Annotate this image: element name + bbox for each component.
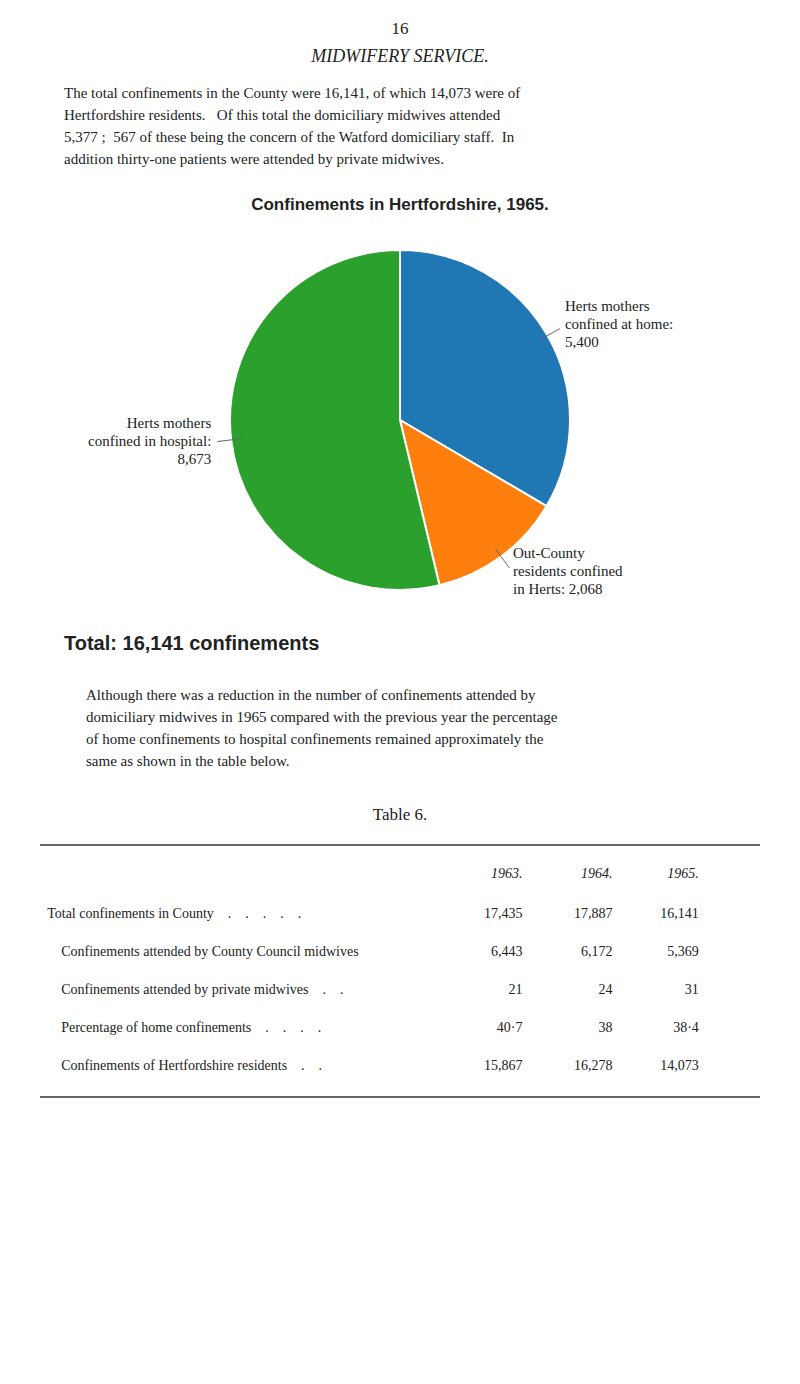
pie — [230, 250, 570, 590]
slice-label-line: confined at home: — [565, 316, 673, 332]
table-cell: 5,369 — [667, 944, 699, 959]
page-number-line: 16 — [392, 19, 409, 38]
body-text-line: of home confinements to hospital confine… — [86, 731, 544, 747]
leader-line — [495, 549, 509, 568]
slice-label-line: Herts mothers — [127, 415, 212, 431]
slice-label: Herts mothers confined in hospital: 8,673 — [88, 415, 211, 467]
page: 16 MIDWIFERY SERVICE. The total confinemen… — [0, 0, 800, 1384]
table-header: 1965. — [667, 866, 699, 881]
slice-label-line: Herts mothers — [565, 298, 650, 314]
table-cell: 38 — [598, 1020, 612, 1035]
page-number: 16 — [392, 19, 409, 38]
intro-text-line: 5,377 ; 567 of these being the concern o… — [64, 129, 515, 145]
slice-label: Herts mothers confined at home: 5,400 — [565, 298, 673, 350]
table-title-line: Table 6. — [373, 805, 428, 824]
table-cell: 31 — [685, 982, 699, 997]
page-title: MIDWIFERY SERVICE. — [310, 46, 488, 66]
table-cell: 6,172 — [581, 944, 613, 959]
table-cell: 38·4 — [673, 1020, 699, 1035]
table-row-label: Confinements attended by private midwive… — [47, 982, 343, 997]
table-row-label: Percentage of home confinements . . . . — [47, 1020, 321, 1035]
intro-text-line: addition thirty-one patients were attend… — [64, 151, 444, 167]
total-label-line: Total: 16,141 confinements — [64, 632, 319, 654]
table: 1963. 1964. 1965. Total confinements in Cou… — [40, 845, 760, 1097]
body-text-line: domiciliary midwives in 1965 compared wi… — [86, 709, 558, 725]
slice-label-line: 5,400 — [565, 334, 599, 350]
body-text-line: Although there was a reduction in the nu… — [86, 687, 536, 703]
body-text-line: same as shown in the table below. — [86, 753, 290, 769]
slice-label-line: Out-County — [513, 545, 585, 561]
table-cell: 40·7 — [497, 1020, 523, 1035]
intro-text-line: The total confinements in the County wer… — [64, 85, 520, 101]
table-title: Table 6. — [373, 805, 428, 824]
intro-text: The total confinements in the County wer… — [64, 85, 520, 167]
table-row-label: Confinements attended by County Council … — [47, 944, 358, 959]
slice-label-line: confined in hospital: — [88, 433, 211, 449]
table-cell: 17,887 — [574, 906, 613, 921]
table-cell: 16,141 — [660, 906, 699, 921]
chart-title-line: Confinements in Hertfordshire, 1965. — [251, 195, 549, 214]
table-row-label: Total confinements in County . . . . . — [47, 906, 301, 921]
table-header: 1963. — [491, 866, 523, 881]
page-title-line: MIDWIFERY SERVICE. — [310, 46, 488, 66]
table-cell: 6,443 — [491, 944, 523, 959]
pie-labels: Herts mothers confined at home: 5,400 Out-C… — [88, 298, 673, 597]
table-rule — [40, 1096, 760, 1098]
table-cell: 15,867 — [484, 1058, 523, 1073]
total-label: Total: 16,141 confinements — [64, 632, 319, 654]
chart-title: Confinements in Hertfordshire, 1965. — [251, 195, 549, 214]
slice-label: Out-County residents confined in Herts: 2,… — [513, 545, 623, 597]
slice-label-line: 8,673 — [178, 451, 212, 467]
pie-slice — [230, 250, 440, 590]
slice-label-line: in Herts: 2,068 — [513, 581, 603, 597]
leader-line — [217, 439, 241, 442]
table-cell: 16,278 — [574, 1058, 613, 1073]
slice-label-line: residents confined — [513, 563, 623, 579]
intro-text-line: Hertfordshire residents. Of this total t… — [64, 107, 501, 123]
table-rule — [40, 844, 760, 846]
body-text: Although there was a reduction in the nu… — [86, 687, 558, 769]
table-cell: 21 — [508, 982, 522, 997]
table-row-label: Confinements of Hertfordshire residents … — [47, 1058, 322, 1073]
table-cell: 17,435 — [484, 906, 523, 921]
table-cell: 24 — [598, 982, 612, 997]
leader-line — [539, 329, 560, 341]
table-header: 1964. — [581, 866, 613, 881]
table-cell: 14,073 — [660, 1058, 699, 1073]
